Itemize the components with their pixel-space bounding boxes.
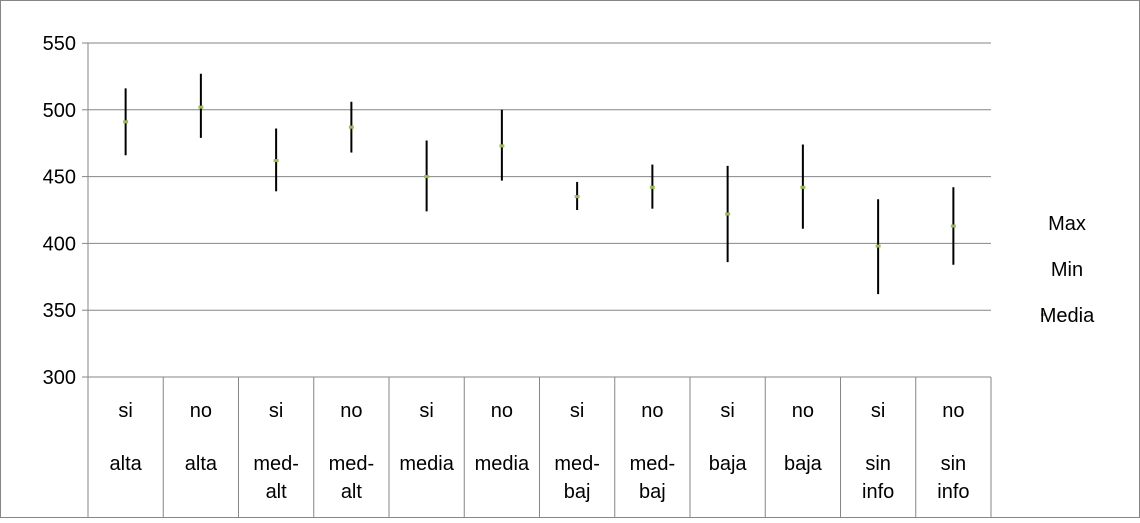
x-group-label: alta (110, 453, 143, 475)
x-group-label: sin info (937, 453, 969, 503)
x-group-label: alta (185, 453, 218, 475)
media-marker (198, 105, 204, 109)
y-tick-label: 350 (43, 300, 76, 322)
x-group-label: media (399, 453, 454, 475)
x-group-label-line: alt (266, 481, 288, 503)
media-marker (950, 224, 956, 228)
x-axis-categories: si alta no alta si med-alt no med-alt si media no m… (110, 400, 970, 503)
media-marker (424, 175, 430, 179)
media-marker (273, 159, 279, 163)
legend-entry: Media (1040, 305, 1095, 327)
x-group-label: med-alt (329, 453, 375, 503)
x-group-label-line: info (937, 481, 969, 503)
x-group-label: med-alt (253, 453, 299, 503)
x-group-label-line: media (399, 453, 454, 475)
legend-swatch (1041, 313, 1046, 316)
x-category-label: no (491, 400, 513, 422)
x-group-label-line: baj (639, 481, 666, 503)
legend-entry: Min (1051, 259, 1083, 281)
x-group-label-line: media (475, 453, 530, 475)
x-group-label-line: baja (784, 453, 823, 475)
gridlines (88, 42, 991, 311)
x-category-label: no (641, 400, 663, 422)
y-tick-label: 500 (43, 100, 76, 122)
x-group-label-line: alt (341, 481, 363, 503)
axes (82, 42, 992, 518)
media-marker (800, 185, 806, 189)
x-category-label: si (269, 400, 283, 422)
x-group-label: med-baj (630, 453, 676, 503)
x-category-label: no (190, 400, 212, 422)
x-group-label: sin info (862, 453, 894, 503)
x-category-label: no (792, 400, 814, 422)
x-category-label: si (570, 400, 584, 422)
x-group-label-line: info (862, 481, 894, 503)
x-group-label-line: med- (253, 453, 299, 475)
x-group-label-line: sin (941, 453, 967, 475)
x-group-label-line: med- (630, 453, 676, 475)
x-group-label-line: sin (865, 453, 891, 475)
x-group-label-line: med- (554, 453, 600, 475)
x-group-label: med-baj (554, 453, 600, 503)
y-tick-label: 300 (43, 367, 76, 389)
x-category-label: si (118, 400, 132, 422)
y-axis-ticks: 300 350 400 450 500 550 (43, 33, 76, 389)
x-category-label: si (720, 400, 734, 422)
x-group-label-line: alta (185, 453, 218, 475)
media-marker (123, 120, 129, 124)
x-group-label-line: alta (110, 453, 143, 475)
x-group-label: baja (784, 453, 823, 475)
x-group-label: baja (709, 453, 748, 475)
media-marker (649, 185, 655, 189)
x-group-label-line: baj (564, 481, 591, 503)
x-group-label-line: med- (329, 453, 375, 475)
x-category-label: no (340, 400, 362, 422)
x-category-label: si (419, 400, 433, 422)
media-markers (123, 105, 956, 248)
legend: Max Min Media (1040, 213, 1095, 327)
media-marker (875, 244, 881, 248)
media-marker (499, 144, 505, 148)
x-group-label: media (475, 453, 530, 475)
legend-entry: Max (1048, 213, 1086, 235)
x-group-label-line: baja (709, 453, 748, 475)
x-category-label: si (871, 400, 885, 422)
y-tick-label: 400 (43, 233, 76, 255)
media-marker (725, 212, 731, 216)
x-category-label: no (942, 400, 964, 422)
y-tick-label: 450 (43, 167, 76, 189)
media-marker (574, 195, 580, 199)
y-tick-label: 550 (43, 33, 76, 55)
media-marker (348, 125, 354, 129)
